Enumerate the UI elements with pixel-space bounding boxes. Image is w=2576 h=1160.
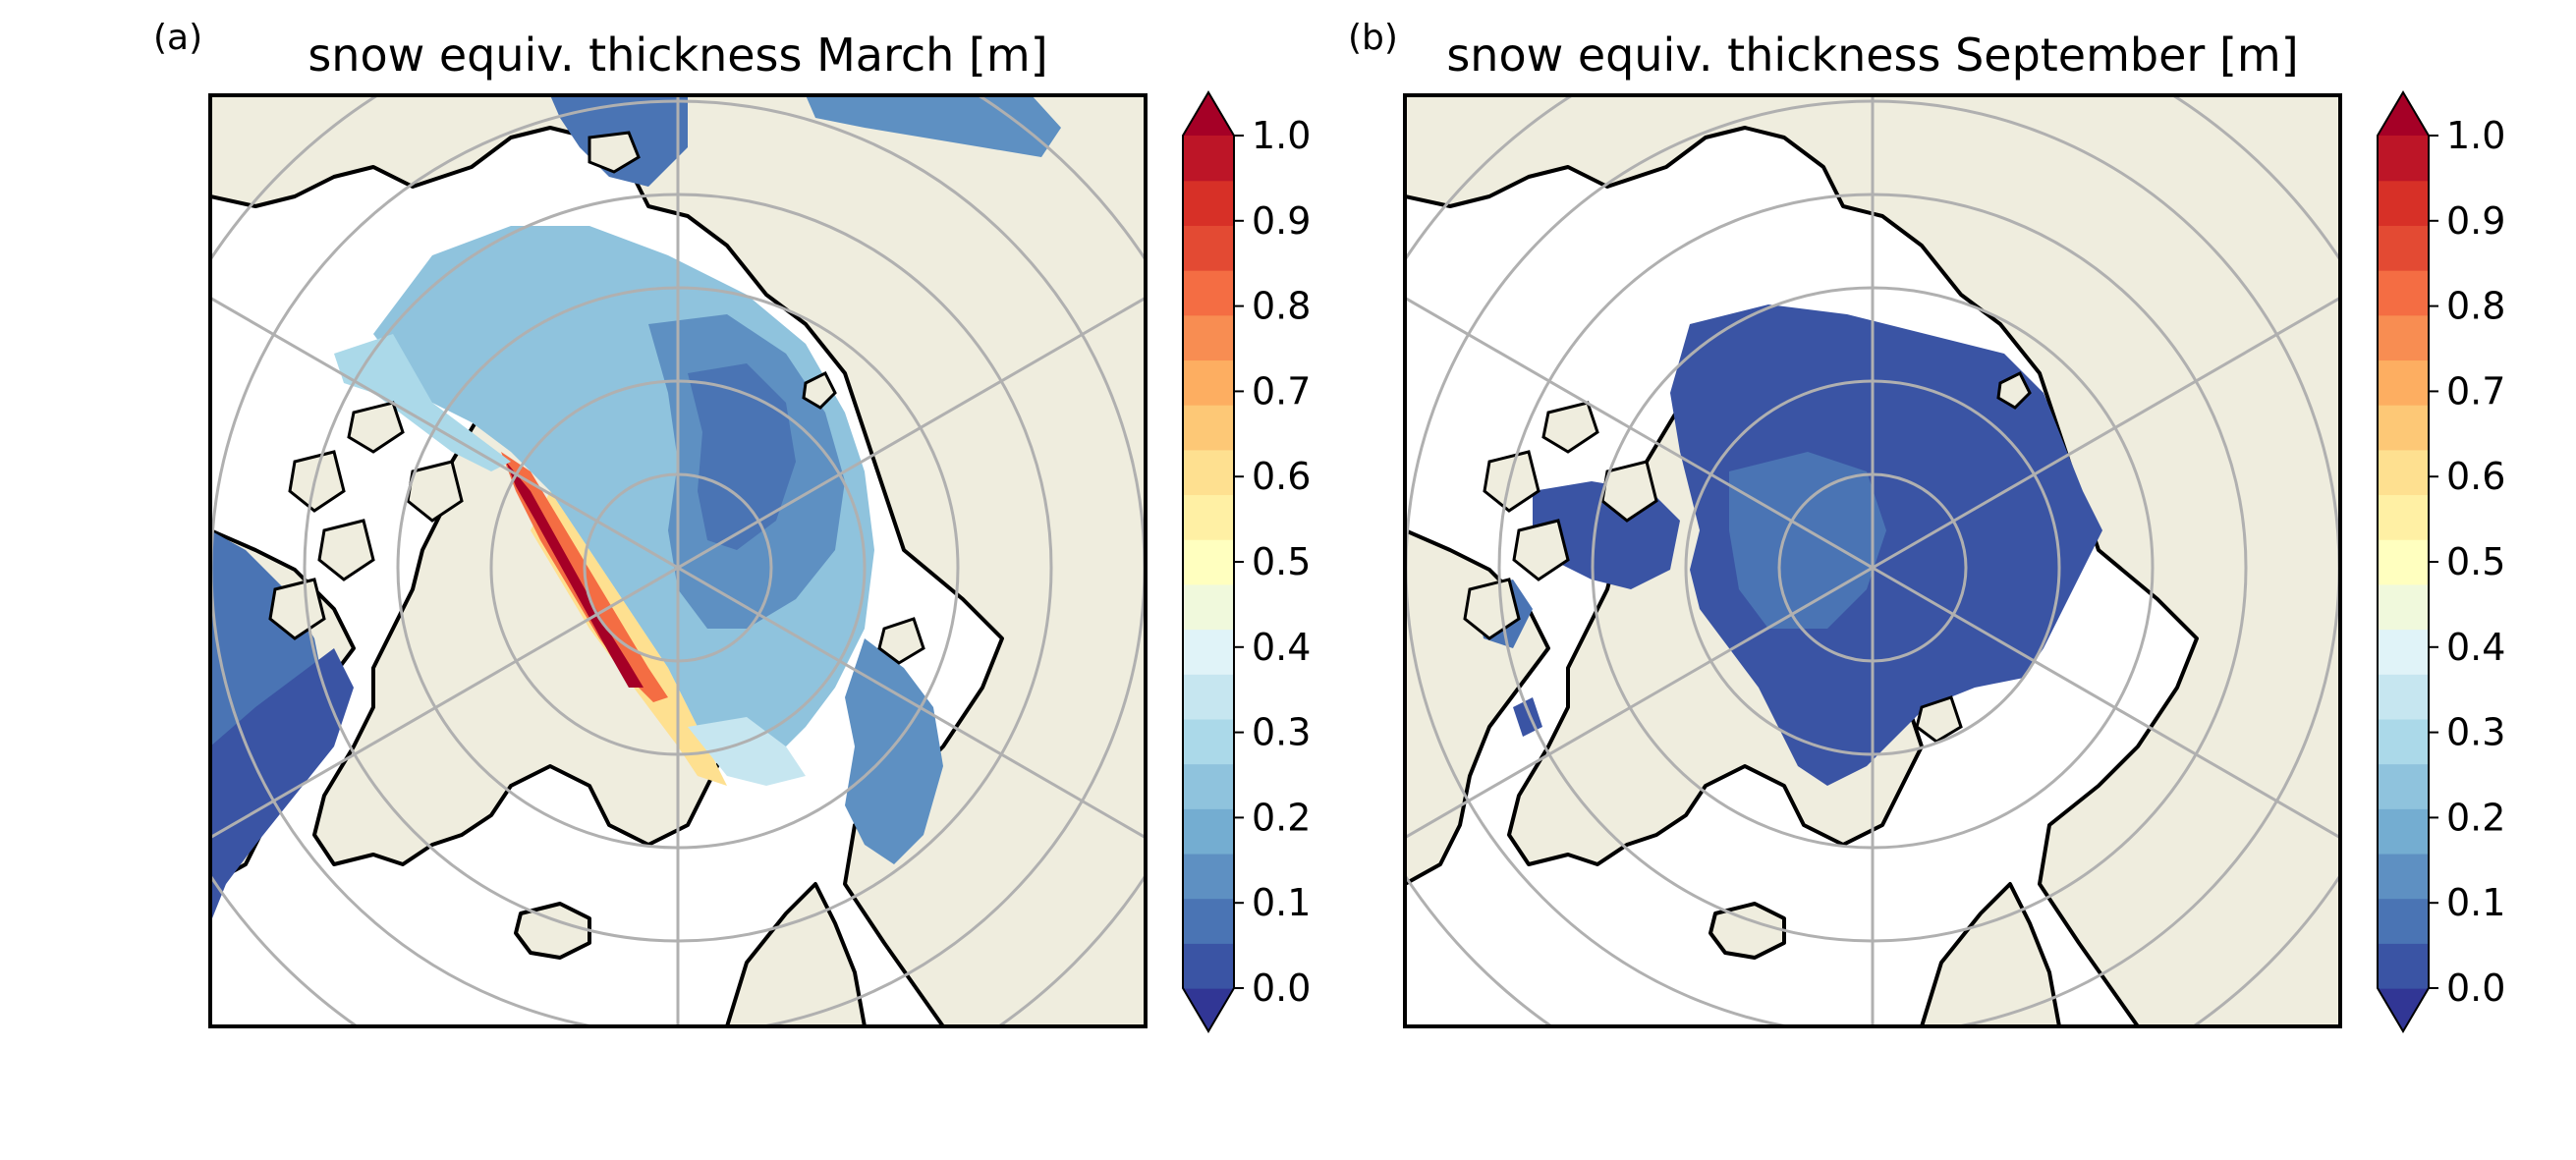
colorbar-a-extend-low: [1183, 988, 1234, 1031]
colorbar-a-level-swatch: [1183, 808, 1234, 855]
colorbar-b-tick-label: 0.7: [2446, 369, 2505, 413]
colorbar-b-tick-label: 0.6: [2446, 455, 2505, 498]
colorbar-b-level-swatch: [2378, 943, 2429, 989]
colorbar-a-tick-label: 0.8: [1252, 285, 1311, 328]
colorbar-a-tick-label: 0.3: [1252, 711, 1311, 754]
panel-b-letter: (b): [1348, 18, 1398, 58]
colorbar-a-level-swatch: [1183, 405, 1234, 451]
colorbar-b-tick-label: 0.9: [2446, 199, 2505, 243]
panel-b-islands: [1463, 370, 2032, 744]
colorbar-b-level-swatch: [2378, 136, 2429, 182]
colorbar-b-extend-high: [2378, 92, 2429, 136]
colorbar-b-level-swatch: [2378, 180, 2429, 226]
colorbar-b-level-swatch: [2378, 629, 2429, 675]
colorbar-a-tick-label: 0.7: [1252, 369, 1311, 413]
colorbar-a-level-swatch: [1183, 943, 1234, 989]
panel-a-snow-field: [210, 95, 1061, 923]
colorbar-b-tick-label: 1.0: [2446, 114, 2505, 157]
colorbar-a-swatches: [1182, 90, 1235, 1033]
colorbar-a: 0.0 0.1 0.2 0.3 0.4 0.5 0.6 0.7 0.8 0.9 1.0: [1182, 90, 1311, 1033]
panel-a-title: snow equiv. thickness March [m]: [308, 28, 1047, 82]
colorbar-b-level-swatch: [2378, 449, 2429, 496]
colorbar-a-level-swatch: [1183, 539, 1234, 585]
colorbar-b-tick-label: 0.2: [2446, 796, 2505, 839]
colorbar-b-level-swatch: [2378, 405, 2429, 451]
colorbar-b-level-swatch: [2378, 763, 2429, 809]
panel-a-letter: (a): [153, 18, 202, 58]
colorbar-a-level-swatch: [1183, 629, 1234, 675]
colorbar-a-level-swatch: [1183, 225, 1234, 271]
colorbar-b-level-swatch: [2378, 718, 2429, 765]
colorbar-a-extend-high: [1183, 92, 1234, 136]
colorbar-a-level-swatch: [1183, 449, 1234, 496]
colorbar-b-level-swatch: [2378, 853, 2429, 900]
colorbar-a-level-swatch: [1183, 314, 1234, 361]
colorbar-b-ticks: 0.0 0.1 0.2 0.3 0.4 0.5 0.6 0.7 0.8 0.9 1.0: [2429, 114, 2505, 1010]
colorbar-a-level-swatch: [1183, 359, 1234, 406]
panel-a: (a) snow equiv. thickness March [m]: [153, 18, 1148, 1028]
colorbar-b-level-swatch: [2378, 359, 2429, 406]
colorbar-a-level-swatch: [1183, 180, 1234, 226]
panel-b-frame: [1403, 93, 2342, 1028]
colorbar-b-tick-label: 0.3: [2446, 711, 2505, 754]
colorbar-a-tick-label: 0.1: [1252, 881, 1311, 924]
colorbar-b-swatches: [2377, 90, 2430, 1033]
panel-a-islands: [268, 131, 925, 665]
colorbar-b-level-swatch: [2378, 808, 2429, 855]
colorbar-b-level-swatch: [2378, 225, 2429, 271]
colorbar-a-level-swatch: [1183, 583, 1234, 631]
colorbar-b-level-swatch: [2378, 583, 2429, 631]
colorbar-a-ticks: 0.0 0.1 0.2 0.3 0.4 0.5 0.6 0.7 0.8 0.9 1.0: [1234, 114, 1311, 1010]
colorbar-b-level-swatch: [2378, 674, 2429, 720]
colorbar-b-tick-label: 0.4: [2446, 626, 2505, 669]
panel-b: (b) snow equiv. thickness September [m]: [1348, 18, 2342, 1028]
colorbar-a-level-swatch: [1183, 674, 1234, 720]
colorbar-a-tick-label: 1.0: [1252, 114, 1311, 157]
colorbar-b: 0.0 0.1 0.2 0.3 0.4 0.5 0.6 0.7 0.8 0.9 1.0: [2377, 90, 2505, 1033]
colorbar-a-tick-label: 0.9: [1252, 199, 1311, 243]
colorbar-b-level-swatch: [2378, 539, 2429, 585]
colorbar-b-level-swatch: [2378, 314, 2429, 361]
colorbar-a-tick-label: 0.4: [1252, 626, 1311, 669]
colorbar-a-tick-label: 0.6: [1252, 455, 1311, 498]
colorbar-a-level-swatch: [1183, 718, 1234, 765]
colorbar-a-level-swatch: [1183, 270, 1234, 316]
colorbar-a-level-swatch: [1183, 763, 1234, 809]
panel-b-title: snow equiv. thickness September [m]: [1446, 28, 2298, 82]
panel-a-map: [210, 95, 1146, 1026]
panel-a-frame: [208, 93, 1148, 1028]
colorbar-a-level-swatch: [1183, 494, 1234, 540]
colorbar-a-level-swatch: [1183, 898, 1234, 944]
colorbar-a-level-swatch: [1183, 853, 1234, 900]
colorbar-a-tick-label: 0.2: [1252, 796, 1311, 839]
colorbar-b-tick-label: 0.0: [2446, 967, 2505, 1010]
colorbar-a-tick-label: 0.5: [1252, 540, 1311, 583]
colorbar-b-tick-label: 0.8: [2446, 285, 2505, 328]
colorbar-b-tick-label: 0.5: [2446, 540, 2505, 583]
colorbar-b-level-swatch: [2378, 898, 2429, 944]
panel-b-map: [1405, 95, 2340, 1026]
colorbar-b-level-swatch: [2378, 270, 2429, 316]
colorbar-a-tick-label: 0.0: [1252, 967, 1311, 1010]
colorbar-a-level-swatch: [1183, 136, 1234, 182]
colorbar-b-tick-label: 0.1: [2446, 881, 2505, 924]
colorbar-b-extend-low: [2378, 988, 2429, 1031]
colorbar-b-level-swatch: [2378, 494, 2429, 540]
